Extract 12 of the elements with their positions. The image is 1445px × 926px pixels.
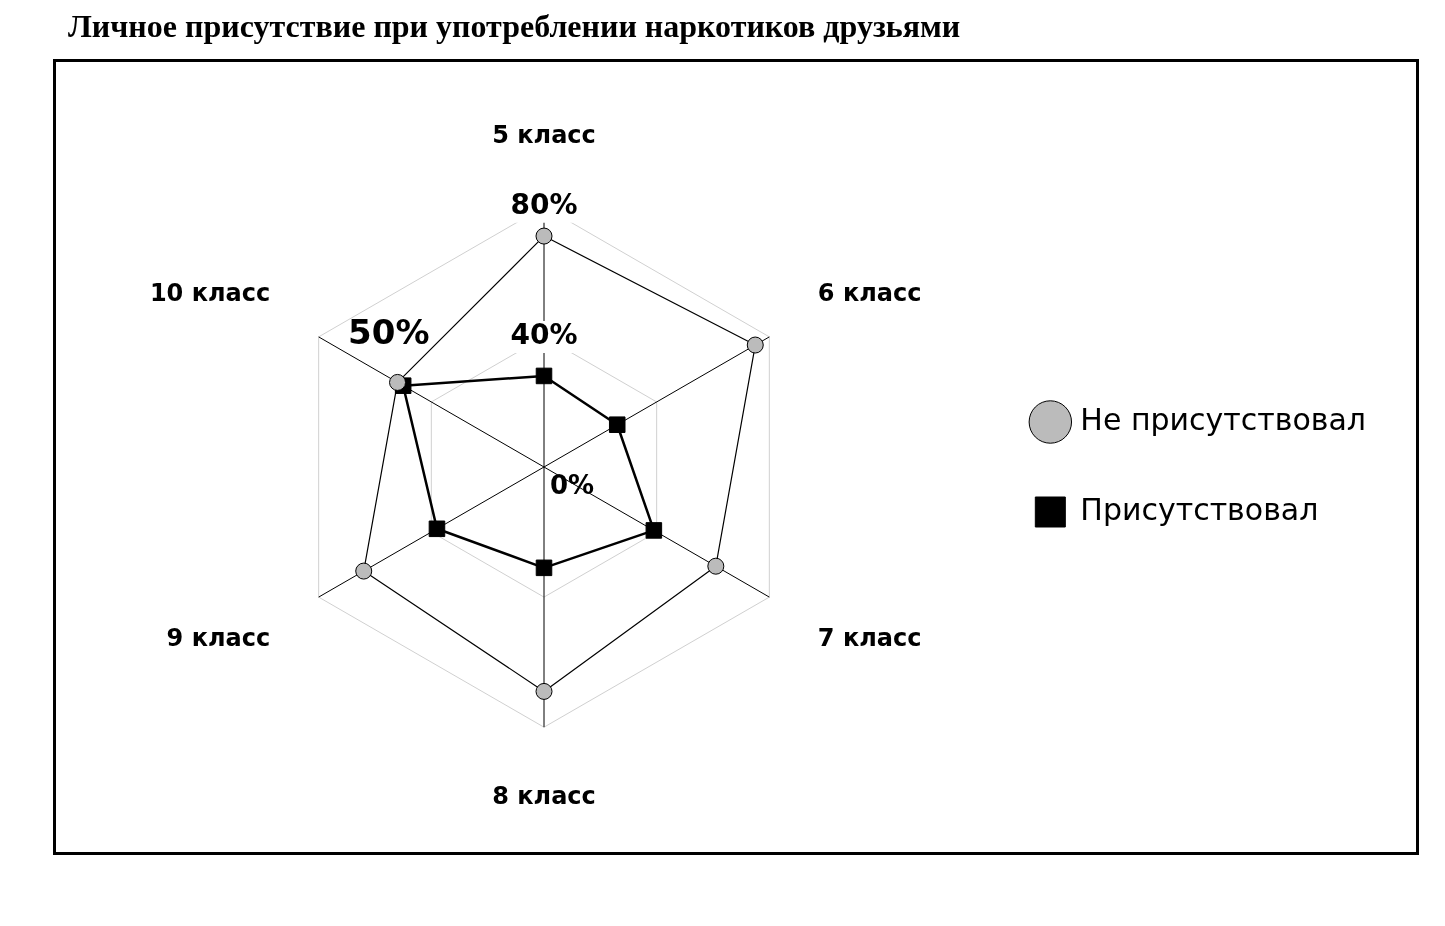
chart-title: Личное присутствие при употреблении наркотиков друзьями: [68, 8, 962, 45]
spoke-label: 5 класс: [492, 120, 596, 149]
y-tick-label: 80%: [510, 188, 578, 222]
spoke-label: 10 класс: [149, 278, 271, 307]
spoke-label: 8 класс: [492, 781, 596, 810]
legend-label: Присутствовал: [1080, 491, 1319, 527]
spoke-label: 7 класс: [817, 623, 922, 652]
y-tick-label: 40%: [510, 318, 578, 352]
spoke-label: 9 класс: [166, 623, 271, 652]
legend-label: Не присутствовал: [1080, 401, 1367, 437]
text: 50%: [348, 311, 430, 352]
spoke-label: 6 класс: [817, 278, 922, 307]
